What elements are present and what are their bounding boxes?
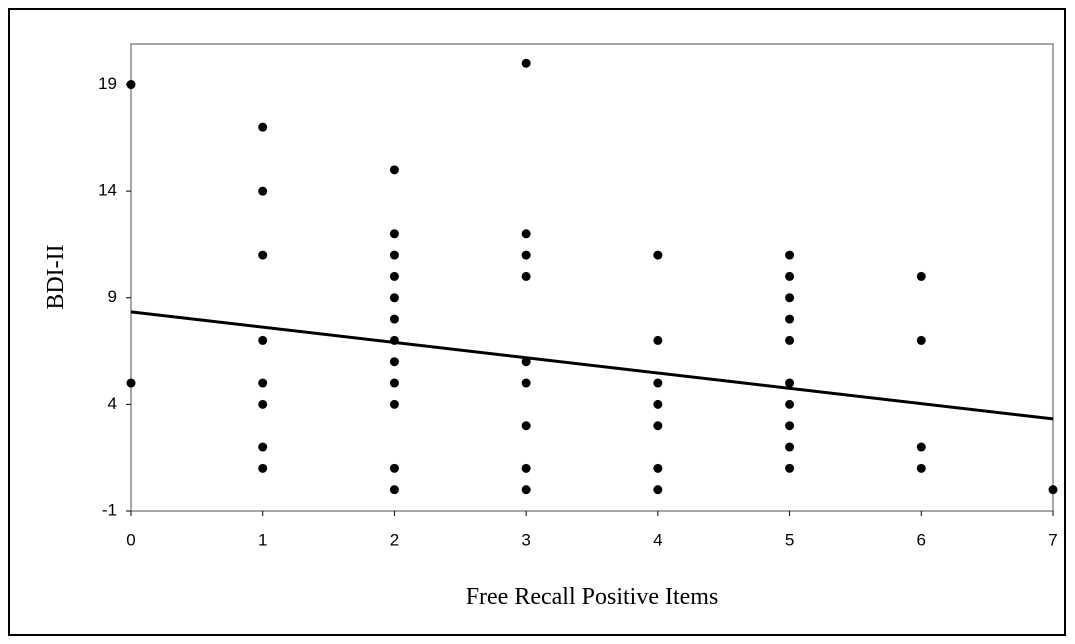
point [521, 485, 531, 495]
x-tick-label: 3 [521, 530, 530, 549]
point [521, 250, 531, 260]
point [1048, 485, 1058, 495]
x-tick-label: 6 [917, 530, 926, 549]
point [785, 442, 795, 452]
point [389, 229, 399, 239]
point [126, 80, 136, 90]
point [785, 335, 795, 345]
point [653, 463, 663, 473]
point [126, 378, 136, 388]
point [785, 271, 795, 281]
point [258, 378, 268, 388]
x-tick-label: 5 [785, 530, 794, 549]
x-tick-label: 4 [653, 530, 662, 549]
point [653, 335, 663, 345]
point [521, 271, 531, 281]
point [258, 186, 268, 196]
point [653, 421, 663, 431]
point [785, 314, 795, 324]
y-tick-label: 14 [98, 181, 117, 200]
x-tick-label: 0 [126, 530, 135, 549]
point [389, 293, 399, 303]
point [653, 485, 663, 495]
y-tick-label: 9 [108, 287, 117, 306]
point [258, 442, 268, 452]
y-axis-title: BDI-II [43, 244, 69, 309]
point [389, 165, 399, 175]
point [389, 485, 399, 495]
plot-area [130, 43, 1054, 512]
point [389, 314, 399, 324]
y-tick-label: 19 [98, 74, 117, 93]
point [785, 421, 795, 431]
point [258, 250, 268, 260]
point [653, 250, 663, 260]
chart-frame [8, 8, 1066, 636]
y-tick-label: -1 [102, 500, 117, 519]
y-tick-label: 4 [108, 394, 117, 413]
point [916, 335, 926, 345]
point [389, 463, 399, 473]
point [258, 399, 268, 409]
point [916, 463, 926, 473]
point [785, 293, 795, 303]
point [785, 378, 795, 388]
point [258, 463, 268, 473]
point [521, 463, 531, 473]
trend-line [130, 310, 1054, 421]
point [521, 229, 531, 239]
x-tick-label: 2 [390, 530, 399, 549]
point [785, 399, 795, 409]
point [521, 421, 531, 431]
point [521, 58, 531, 68]
point [258, 335, 268, 345]
point [258, 122, 268, 132]
x-tick-label: 7 [1048, 530, 1057, 549]
x-axis-title: Free Recall Positive Items [466, 584, 719, 610]
point [653, 399, 663, 409]
point [389, 271, 399, 281]
x-tick-label: 1 [258, 530, 267, 549]
point [785, 463, 795, 473]
point [389, 378, 399, 388]
point [916, 442, 926, 452]
point [389, 399, 399, 409]
point [653, 378, 663, 388]
point [389, 357, 399, 367]
point [521, 378, 531, 388]
point [916, 271, 926, 281]
point [785, 250, 795, 260]
point [389, 250, 399, 260]
